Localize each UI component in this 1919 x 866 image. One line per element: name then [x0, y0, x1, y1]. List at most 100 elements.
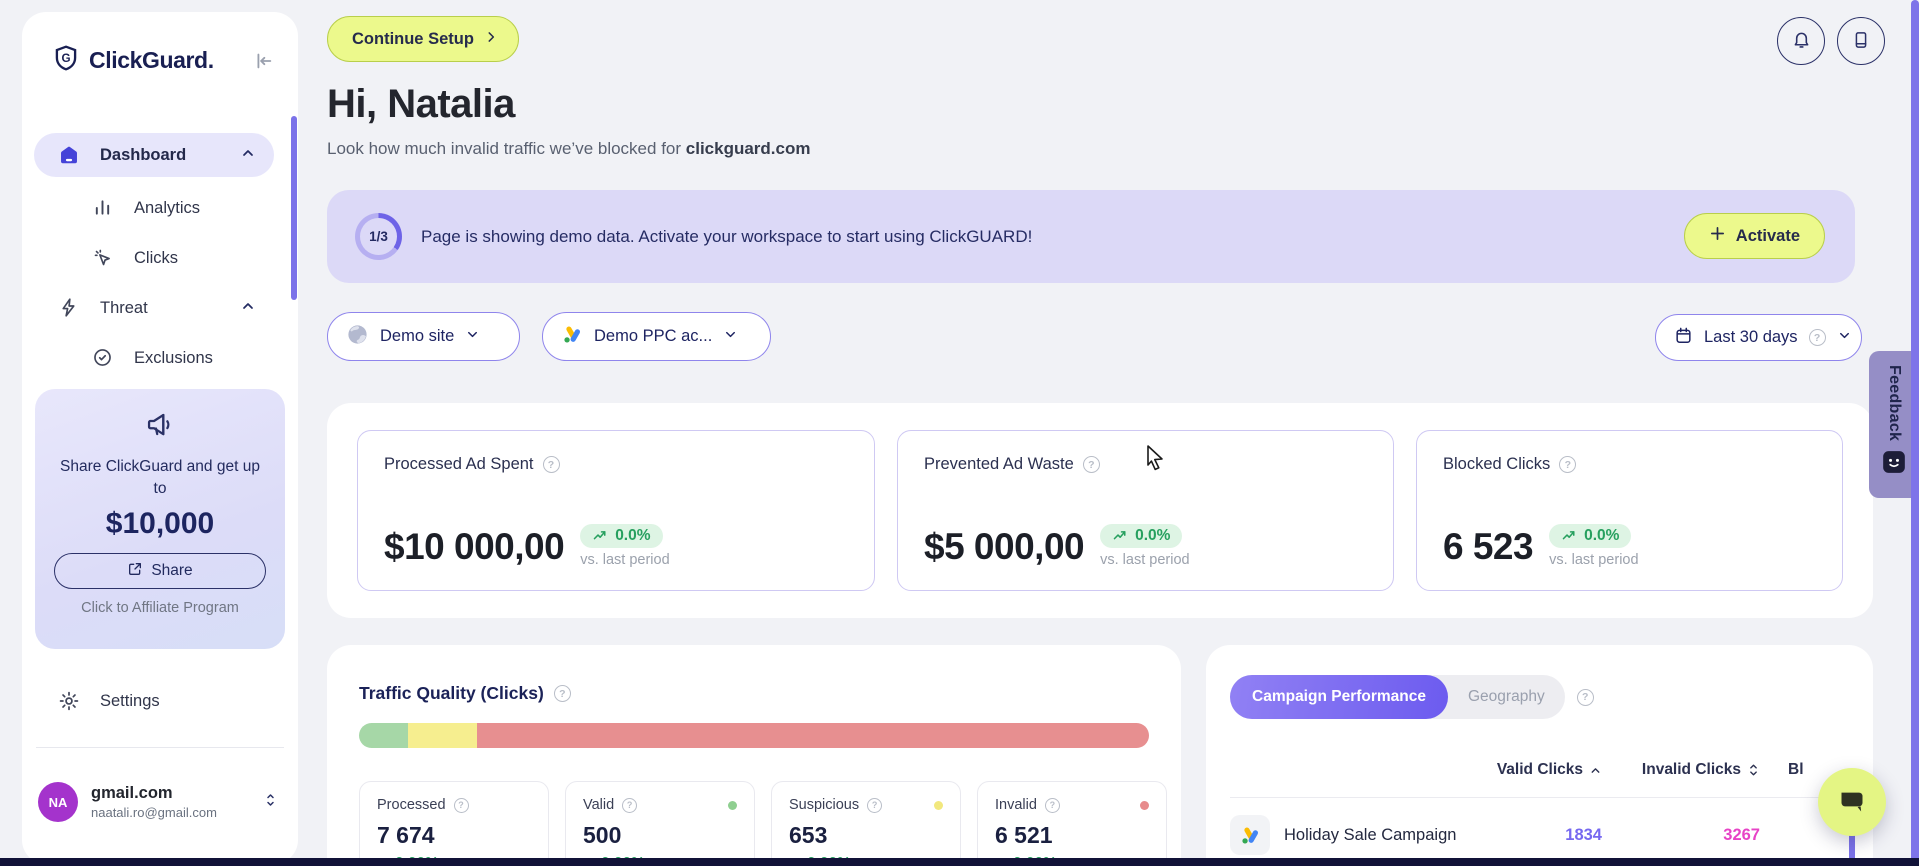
metric-label: Processed — [377, 797, 446, 813]
suspicious-dot — [934, 800, 943, 810]
page-scrollbar[interactable] — [1911, 0, 1919, 866]
trending-up-icon — [593, 530, 606, 539]
help-icon[interactable]: ? — [1082, 456, 1100, 473]
sidebar-item-clicks[interactable]: Clicks — [34, 236, 274, 280]
sidebar-item-dashboard[interactable]: Dashboard — [34, 133, 274, 177]
help-icon[interactable]: ? — [1044, 797, 1060, 813]
sidebar-item-label: Threat — [100, 298, 148, 317]
tab-campaign-performance[interactable]: Campaign Performance — [1230, 675, 1448, 719]
sort-asc-icon — [1591, 767, 1600, 773]
demo-data-banner: 1/3 Page is showing demo data. Activate … — [327, 190, 1855, 283]
badge-check-icon — [92, 347, 114, 369]
chat-icon — [1841, 792, 1863, 812]
sidebar-item-label: Analytics — [134, 198, 201, 217]
mouse-cursor — [1147, 445, 1163, 471]
site-filter-value: Demo site — [380, 327, 455, 345]
metric-value: 500 — [583, 822, 622, 848]
feedback-tab[interactable]: Feedback — [1869, 351, 1919, 498]
promo-amount: $10,000 — [105, 507, 215, 541]
device-button[interactable] — [1837, 17, 1885, 65]
user-email: naatali.ro@gmail.com — [91, 805, 217, 820]
activate-button[interactable]: Activate — [1683, 213, 1825, 259]
tab-geography[interactable]: Geography — [1468, 688, 1545, 705]
metric-card-processed: Processed ? 7 674 0.00% — [359, 781, 549, 866]
change-badge: 0.0% — [1549, 524, 1632, 548]
sidebar-item-settings[interactable]: Settings — [34, 679, 274, 723]
stat-value: 6 523 — [1443, 526, 1534, 567]
metric-value: 653 — [789, 822, 828, 848]
metric-label: Suspicious — [789, 797, 860, 813]
sidebar-item-threat[interactable]: Threat — [34, 286, 274, 330]
stat-label: Blocked Clicks — [1443, 455, 1551, 473]
help-icon[interactable]: ? — [622, 797, 638, 813]
help-icon: ? — [1808, 329, 1826, 346]
sidebar-item-exclusions[interactable]: Exclusions — [34, 336, 274, 380]
table-divider — [1230, 797, 1845, 798]
stat-card-prevented-ad-waste: Prevented Ad Waste ? $5 000,00 0.0% vs. … — [897, 430, 1394, 591]
share-button-label: Share — [151, 562, 193, 580]
metric-card-invalid: Invalid ? 6 521 0.00% — [977, 781, 1167, 866]
trending-up-icon — [1562, 530, 1575, 539]
chat-launcher-button[interactable] — [1818, 768, 1886, 836]
help-icon[interactable]: ? — [453, 797, 469, 813]
change-value: 0.0% — [615, 527, 651, 544]
external-link-icon — [127, 561, 143, 582]
metric-value: 7 674 — [377, 822, 435, 848]
sidebar-scrollbar[interactable] — [291, 116, 297, 300]
change-value: 0.0% — [1584, 527, 1620, 544]
sort-icon — [1750, 764, 1757, 776]
svg-text:G: G — [61, 52, 70, 65]
continue-setup-button[interactable]: Continue Setup — [327, 16, 519, 62]
stat-value: $10 000,00 — [384, 526, 565, 567]
help-icon[interactable]: ? — [867, 797, 883, 813]
continue-setup-label: Continue Setup — [352, 29, 474, 48]
help-icon[interactable]: ? — [1559, 456, 1577, 473]
ppc-account-filter-dropdown[interactable]: Demo PPC ac... — [542, 312, 771, 361]
page-title: Hi, Natalia — [327, 82, 515, 126]
metric-label: Valid — [583, 797, 615, 813]
share-button[interactable]: Share — [54, 553, 266, 590]
chevron-down-icon — [723, 327, 738, 347]
shield-logo-icon: G — [52, 44, 80, 77]
change-value: 0.0% — [1135, 527, 1171, 544]
metric-card-valid: Valid ? 500 0.00% — [565, 781, 755, 866]
workspace-name: gmail.com — [91, 784, 173, 802]
valid-clicks-value: 1834 — [1565, 825, 1602, 844]
sidebar-item-analytics[interactable]: Analytics — [34, 186, 274, 230]
sidebar-item-label: Clicks — [134, 248, 178, 267]
column-invalid-clicks[interactable]: Invalid Clicks — [1602, 761, 1760, 779]
column-valid-clicks[interactable]: Valid Clicks — [1474, 761, 1602, 779]
chevron-down-icon — [465, 327, 480, 347]
banner-message: Page is showing demo data. Activate your… — [421, 226, 1033, 246]
sidebar-item-label: Settings — [100, 691, 160, 710]
site-filter-dropdown[interactable]: Demo site — [327, 312, 520, 361]
bar-segment-valid — [359, 723, 408, 748]
invalid-clicks-value: 3267 — [1723, 825, 1760, 844]
calendar-icon — [1674, 326, 1693, 350]
traffic-quality-title: Traffic Quality (Clicks) — [359, 683, 544, 703]
stat-card-processed-ad-spent: Processed Ad Spent ? $10 000,00 0.0% vs.… — [357, 430, 875, 591]
plus-icon — [1709, 225, 1726, 247]
sidebar: G ClickGuard. Dashboard — [22, 12, 298, 864]
brand-logo: G ClickGuard. — [52, 44, 214, 77]
activate-label: Activate — [1735, 226, 1800, 245]
column-blocked[interactable]: Bl — [1760, 761, 1830, 779]
sidebar-collapse-icon[interactable] — [252, 50, 274, 77]
affiliate-promo-card[interactable]: Share ClickGuard and get up to $10,000 S… — [35, 389, 285, 649]
change-period: vs. last period — [1100, 552, 1190, 568]
change-badge: 0.0% — [580, 524, 663, 548]
workspace-switcher[interactable]: NA gmail.com naatali.ro@gmail.com — [38, 782, 288, 822]
help-icon[interactable]: ? — [1576, 688, 1594, 706]
help-icon[interactable]: ? — [542, 456, 560, 473]
invalid-dot — [1140, 800, 1149, 810]
notifications-button[interactable] — [1777, 17, 1825, 65]
help-icon[interactable]: ? — [553, 685, 571, 702]
setup-progress-ring: 1/3 — [355, 213, 402, 260]
chevron-up-icon — [240, 145, 256, 166]
table-row[interactable]: Holiday Sale Campaign 1834 3267 — [1230, 815, 1830, 855]
globe-icon — [346, 323, 369, 351]
affiliate-link[interactable]: Click to Affiliate Program — [81, 600, 239, 617]
date-range-dropdown[interactable]: Last 30 days ? — [1655, 314, 1862, 361]
valid-dot — [728, 800, 737, 810]
